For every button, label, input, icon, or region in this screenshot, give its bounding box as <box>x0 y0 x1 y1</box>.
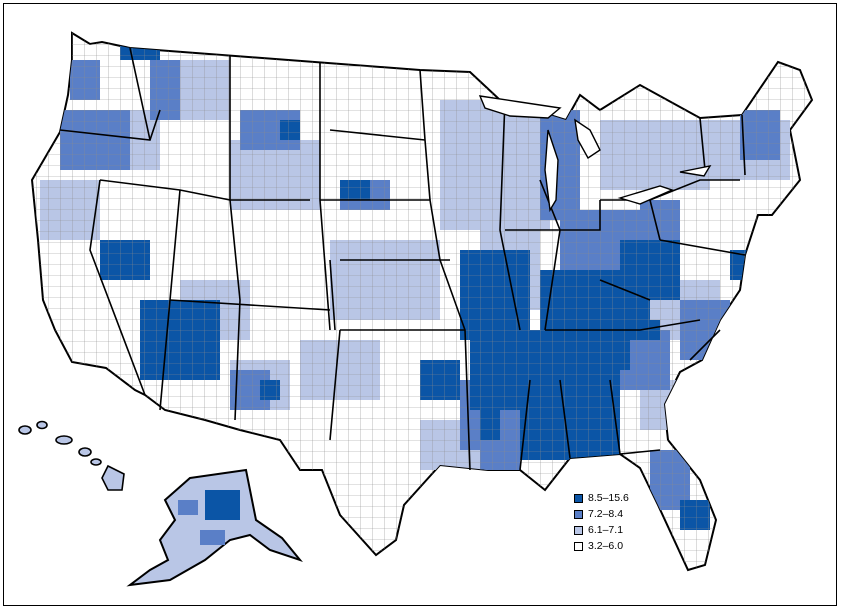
legend-label: 3.2–6.0 <box>588 540 624 552</box>
hawaii <box>18 420 125 491</box>
legend-swatch <box>574 525 583 535</box>
alaska <box>126 468 303 587</box>
legend-swatch <box>574 493 583 503</box>
state-borders <box>59 47 746 471</box>
legend-swatch <box>574 509 583 519</box>
legend-item-low: 3.2–6.0 <box>574 538 629 554</box>
legend-label: 7.2–8.4 <box>588 508 624 520</box>
map-legend: 8.5–15.6 7.2–8.4 6.1–7.1 3.2–6.0 <box>574 490 629 554</box>
legend-item-highest: 8.5–15.6 <box>574 490 629 506</box>
legend-item-medium: 6.1–7.1 <box>574 522 629 538</box>
legend-item-high: 7.2–8.4 <box>574 506 629 522</box>
legend-swatch <box>574 541 583 551</box>
legend-label: 8.5–15.6 <box>588 492 629 504</box>
legend-label: 6.1–7.1 <box>588 524 624 536</box>
great-lakes <box>478 95 712 213</box>
